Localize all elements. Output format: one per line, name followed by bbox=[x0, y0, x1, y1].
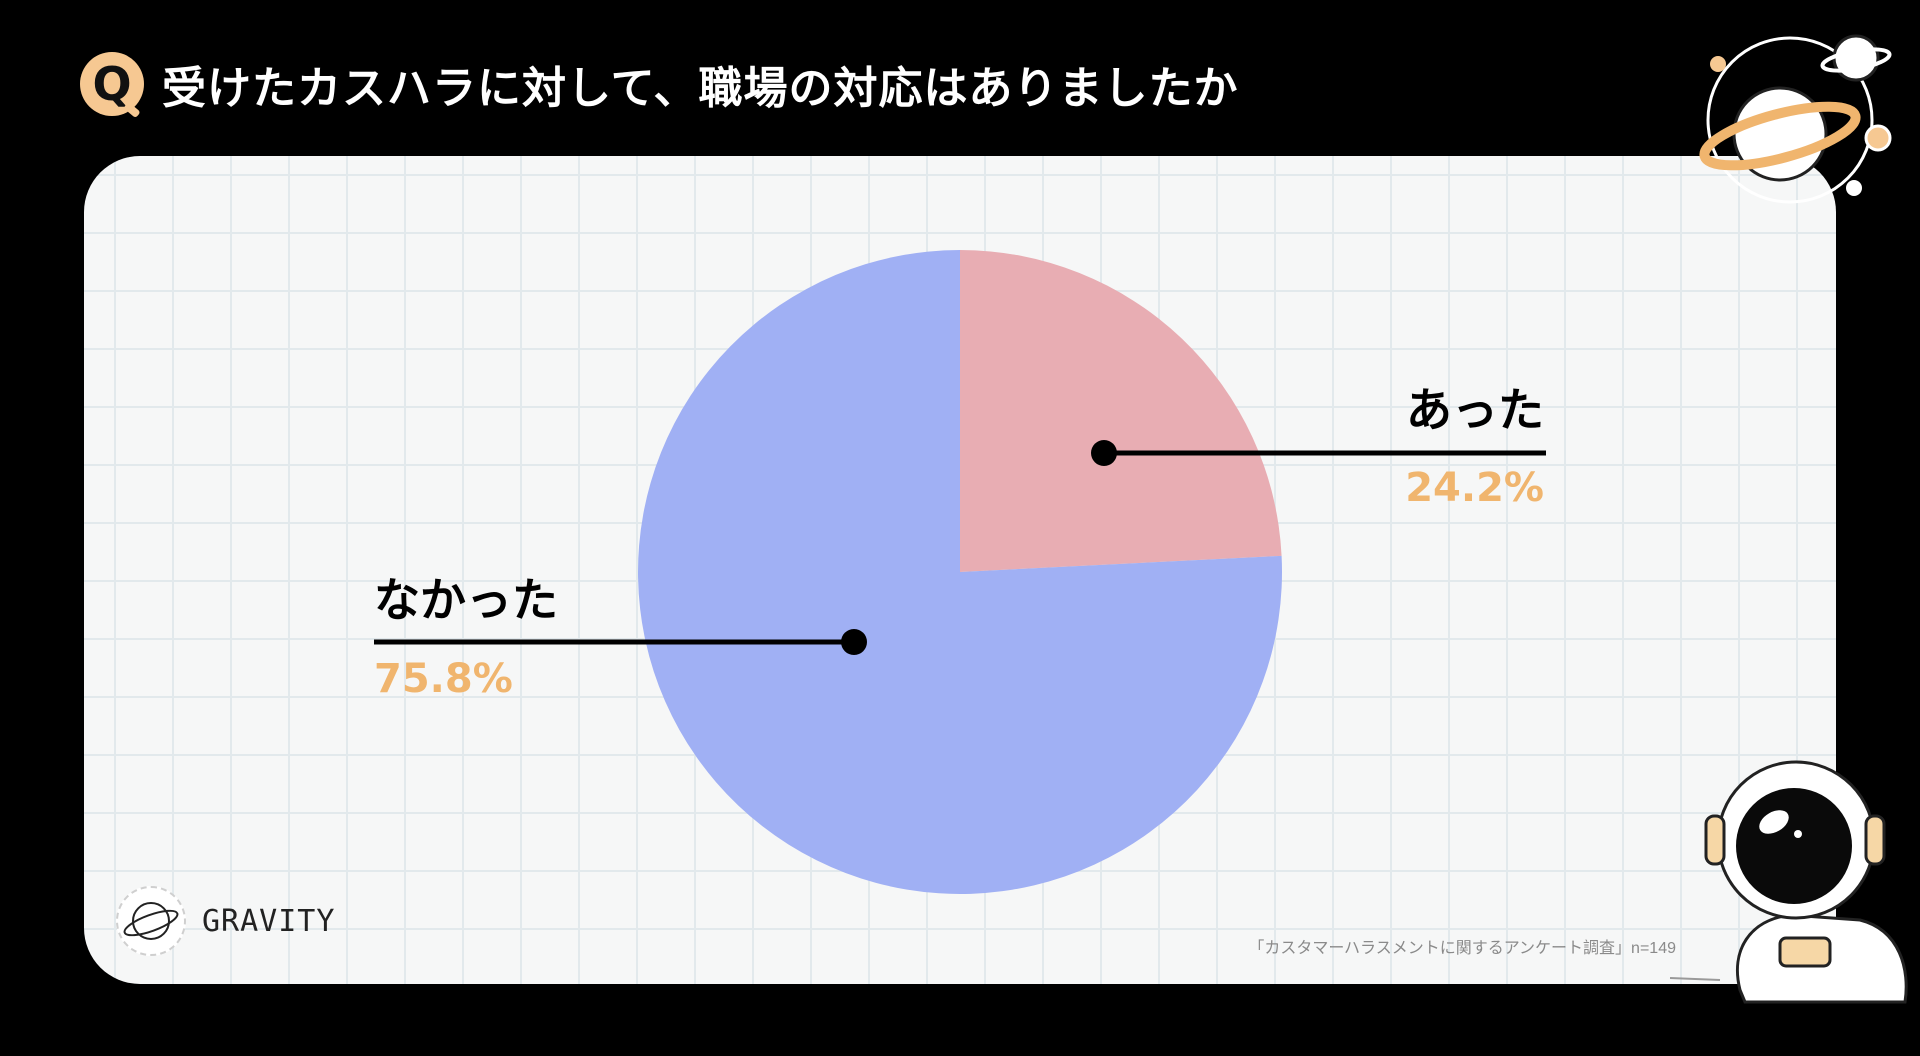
question-badge: Q bbox=[80, 52, 144, 116]
callout-dot-atta bbox=[1091, 440, 1117, 466]
brand-logo: GRAVITY bbox=[116, 886, 335, 956]
planet-logo-icon bbox=[116, 886, 186, 956]
pie-chart: あった 24.2% なかった 75.8% bbox=[374, 249, 1546, 894]
slice-value-atta: 24.2% bbox=[1405, 465, 1544, 511]
callout-dot-nakatta bbox=[841, 629, 867, 655]
astronaut-illustration-icon bbox=[1670, 760, 1908, 1004]
header: Q 受けたカスハラに対して、職場の対応はありましたか bbox=[80, 48, 1238, 120]
pie-slice-1 bbox=[638, 249, 1282, 894]
pie-slice-0 bbox=[960, 250, 1282, 572]
brand-name: GRAVITY bbox=[202, 903, 336, 939]
page-title: 受けたカスハラに対して、職場の対応はありましたか bbox=[162, 63, 1239, 114]
planets-illustration-icon bbox=[1699, 34, 1892, 204]
callout-atta: あった 24.2% bbox=[1091, 383, 1546, 511]
slice-value-nakatta: 75.8% bbox=[374, 656, 513, 702]
callout-nakatta: なかった 75.8% bbox=[374, 573, 867, 702]
chart-panel: あった 24.2% なかった 75.8% bbox=[84, 156, 1836, 984]
source-note: 「カスタマーハラスメントに関するアンケート調査」n=149 bbox=[1248, 940, 1676, 957]
slice-label-atta: あった bbox=[1406, 383, 1544, 437]
pie-slices bbox=[638, 249, 1282, 894]
slice-label-nakatta: なかった bbox=[374, 573, 558, 627]
